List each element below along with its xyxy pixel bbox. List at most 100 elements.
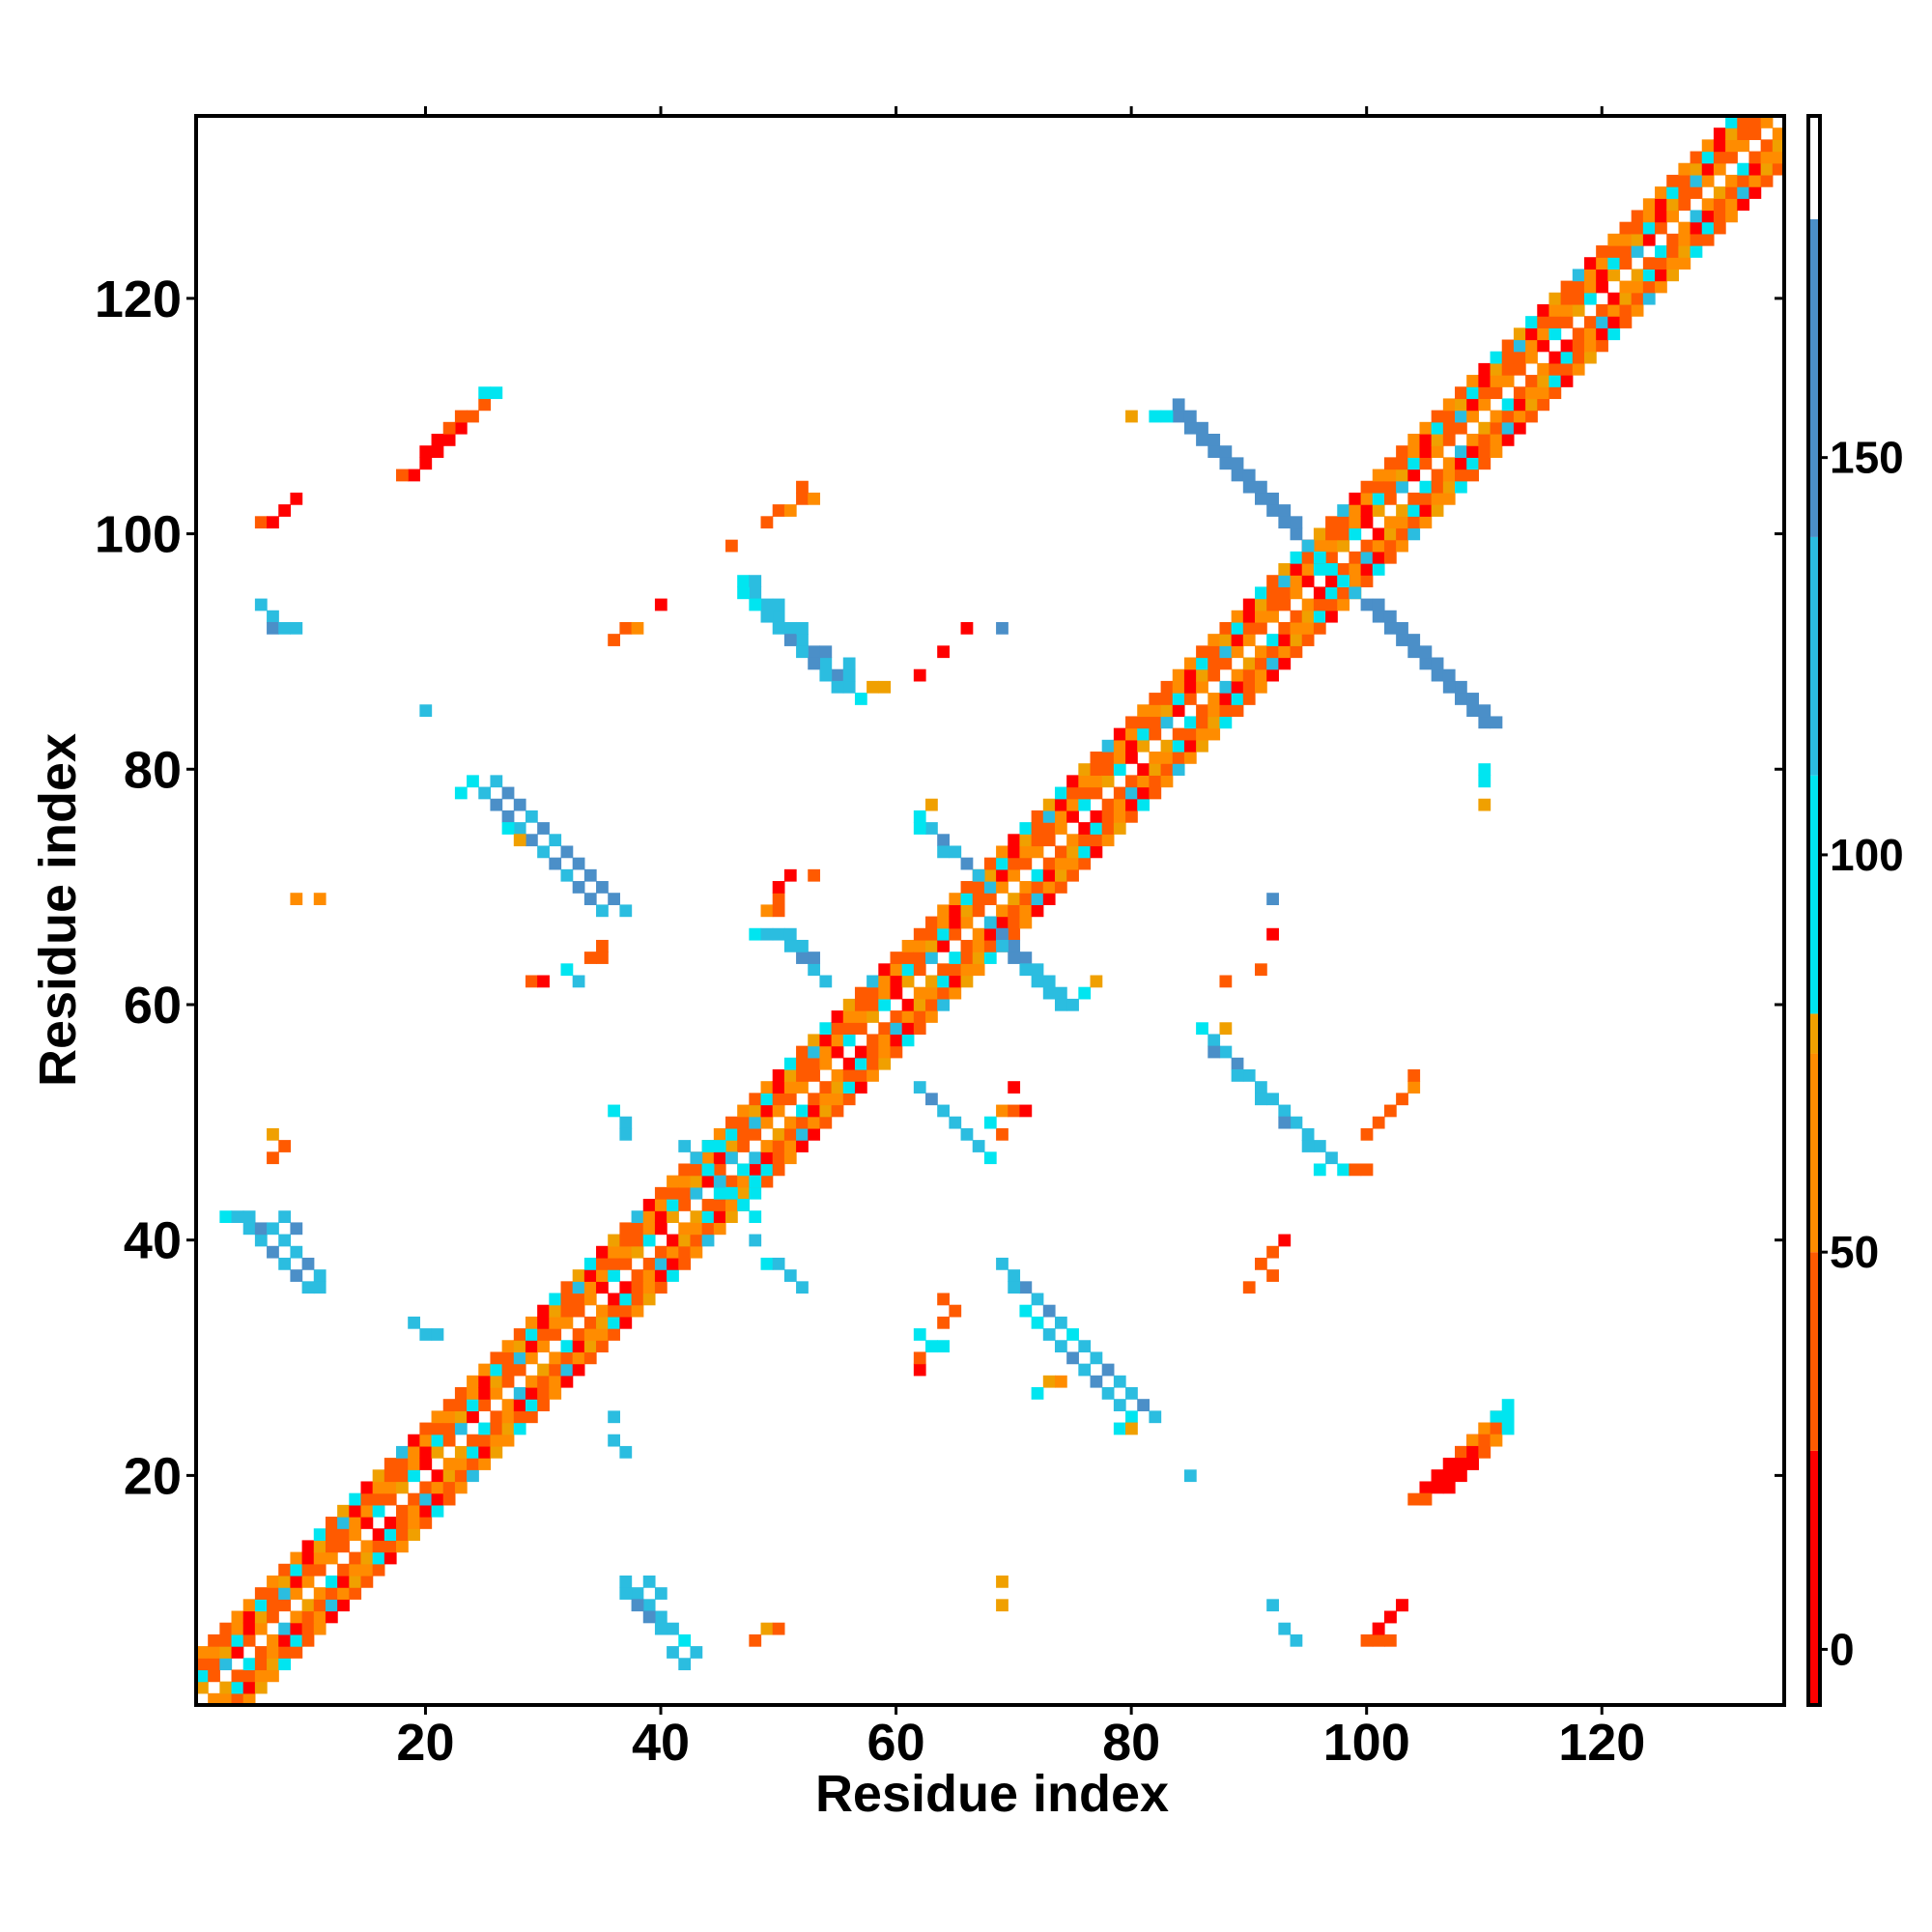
heatmap-cell [1149,704,1162,718]
heatmap-cell [1642,198,1656,212]
heatmap-cell [983,881,997,894]
heatmap-cell [1008,904,1021,918]
heatmap-cell [1290,575,1303,588]
heatmap-cell [960,1127,974,1141]
heatmap-cell [572,881,585,894]
heatmap-cell [842,1057,856,1070]
heatmap-cell [467,1458,479,1470]
heatmap-cell [996,881,1009,894]
heatmap-cell [301,1575,315,1588]
heatmap-cell [467,1469,479,1483]
heatmap-cell [419,1422,433,1435]
heatmap-cell [1019,916,1033,929]
heatmap-cell [467,410,479,423]
heatmap-cell [1442,1481,1456,1494]
heatmap-cell [1231,621,1244,635]
heatmap-cell [1748,186,1762,199]
heatmap-cell [513,834,526,847]
heatmap-cell [242,1658,256,1671]
heatmap-cell [949,986,962,1000]
heatmap-cell [1560,280,1574,294]
heatmap-cell [701,1234,715,1247]
heatmap-cell [1607,233,1621,246]
heatmap-cell [1101,1387,1115,1400]
heatmap-cell [1219,716,1233,729]
heatmap-cell [796,1045,809,1059]
heatmap-cell [278,1587,292,1600]
heatmap-cell [772,893,785,906]
heatmap-cell [325,1610,338,1624]
heatmap-cell [1266,634,1279,646]
heatmap-cell [549,857,562,870]
heatmap-cell [1631,303,1644,317]
heatmap-cell [972,952,985,964]
heatmap-cell [1019,893,1033,906]
heatmap-cell [560,845,574,859]
heatmap-cell [796,645,809,659]
heatmap-cell [1172,727,1185,741]
heatmap-cell [1372,598,1385,611]
heatmap-cell [1149,763,1162,776]
heatmap-cell [1255,645,1267,659]
heatmap-cell [1255,657,1267,670]
heatmap-cell [878,986,892,1000]
heatmap-cell [1101,1363,1115,1377]
heatmap-cell [1301,1127,1315,1141]
heatmap-cell [842,1010,856,1023]
heatmap-cell [267,1151,279,1165]
heatmap-cell [1442,410,1456,423]
heatmap-cell [725,1199,738,1211]
heatmap-cell [1137,716,1150,729]
heatmap-cell [501,822,515,835]
heatmap-cell [1596,316,1608,328]
heatmap-cell [1478,1422,1492,1435]
heatmap-cell [1548,375,1562,387]
heatmap-cell [1701,198,1715,212]
heatmap-cell [1713,139,1726,153]
heatmap-cell [1066,857,1079,870]
heatmap-cell [654,1622,668,1635]
heatmap-cell [1078,775,1092,788]
heatmap-cell [583,1351,597,1365]
heatmap-cell [1219,975,1233,988]
heatmap-cell [1090,752,1103,764]
heatmap-cell [654,1222,668,1236]
heatmap-cell [1442,492,1456,505]
heatmap-cell [478,398,492,412]
heatmap-cell [678,1234,692,1247]
heatmap-cell [913,1022,926,1036]
heatmap-cell [608,1234,620,1247]
heatmap-cell [242,1210,256,1224]
heatmap-cell [560,868,574,882]
heatmap-cell [1313,527,1326,541]
heatmap-cell [996,621,1009,635]
heatmap-cell [231,1634,244,1647]
heatmap-cell [1125,752,1138,764]
heatmap-cell [796,634,809,646]
heatmap-cell [583,1340,597,1353]
heatmap-cell [901,963,915,977]
heatmap-cell [1501,351,1515,364]
heatmap-cell [1407,504,1421,517]
heatmap-cell [913,952,926,964]
heatmap-cell [842,668,856,682]
x-tick-label: 60 [867,1714,925,1772]
heatmap-cell [501,1340,515,1353]
heatmap-cell [854,1045,867,1059]
heatmap-cell [1466,469,1479,482]
heatmap-cell [913,822,926,835]
heatmap-cell [1349,527,1362,541]
heatmap-cell [1619,292,1633,305]
heatmap-cell [1548,362,1562,376]
heatmap-cell [537,975,550,988]
heatmap-cell [501,810,515,823]
heatmap-cell [572,1304,585,1318]
heatmap-cell [1501,1410,1515,1424]
heatmap-cell [596,881,609,894]
heatmap-cell [1383,551,1397,564]
heatmap-cell [1042,1328,1056,1341]
heatmap-cell [949,1116,962,1129]
heatmap-cell [1548,327,1562,341]
heatmap-cell [631,1281,644,1294]
heatmap-cell [1725,186,1738,199]
